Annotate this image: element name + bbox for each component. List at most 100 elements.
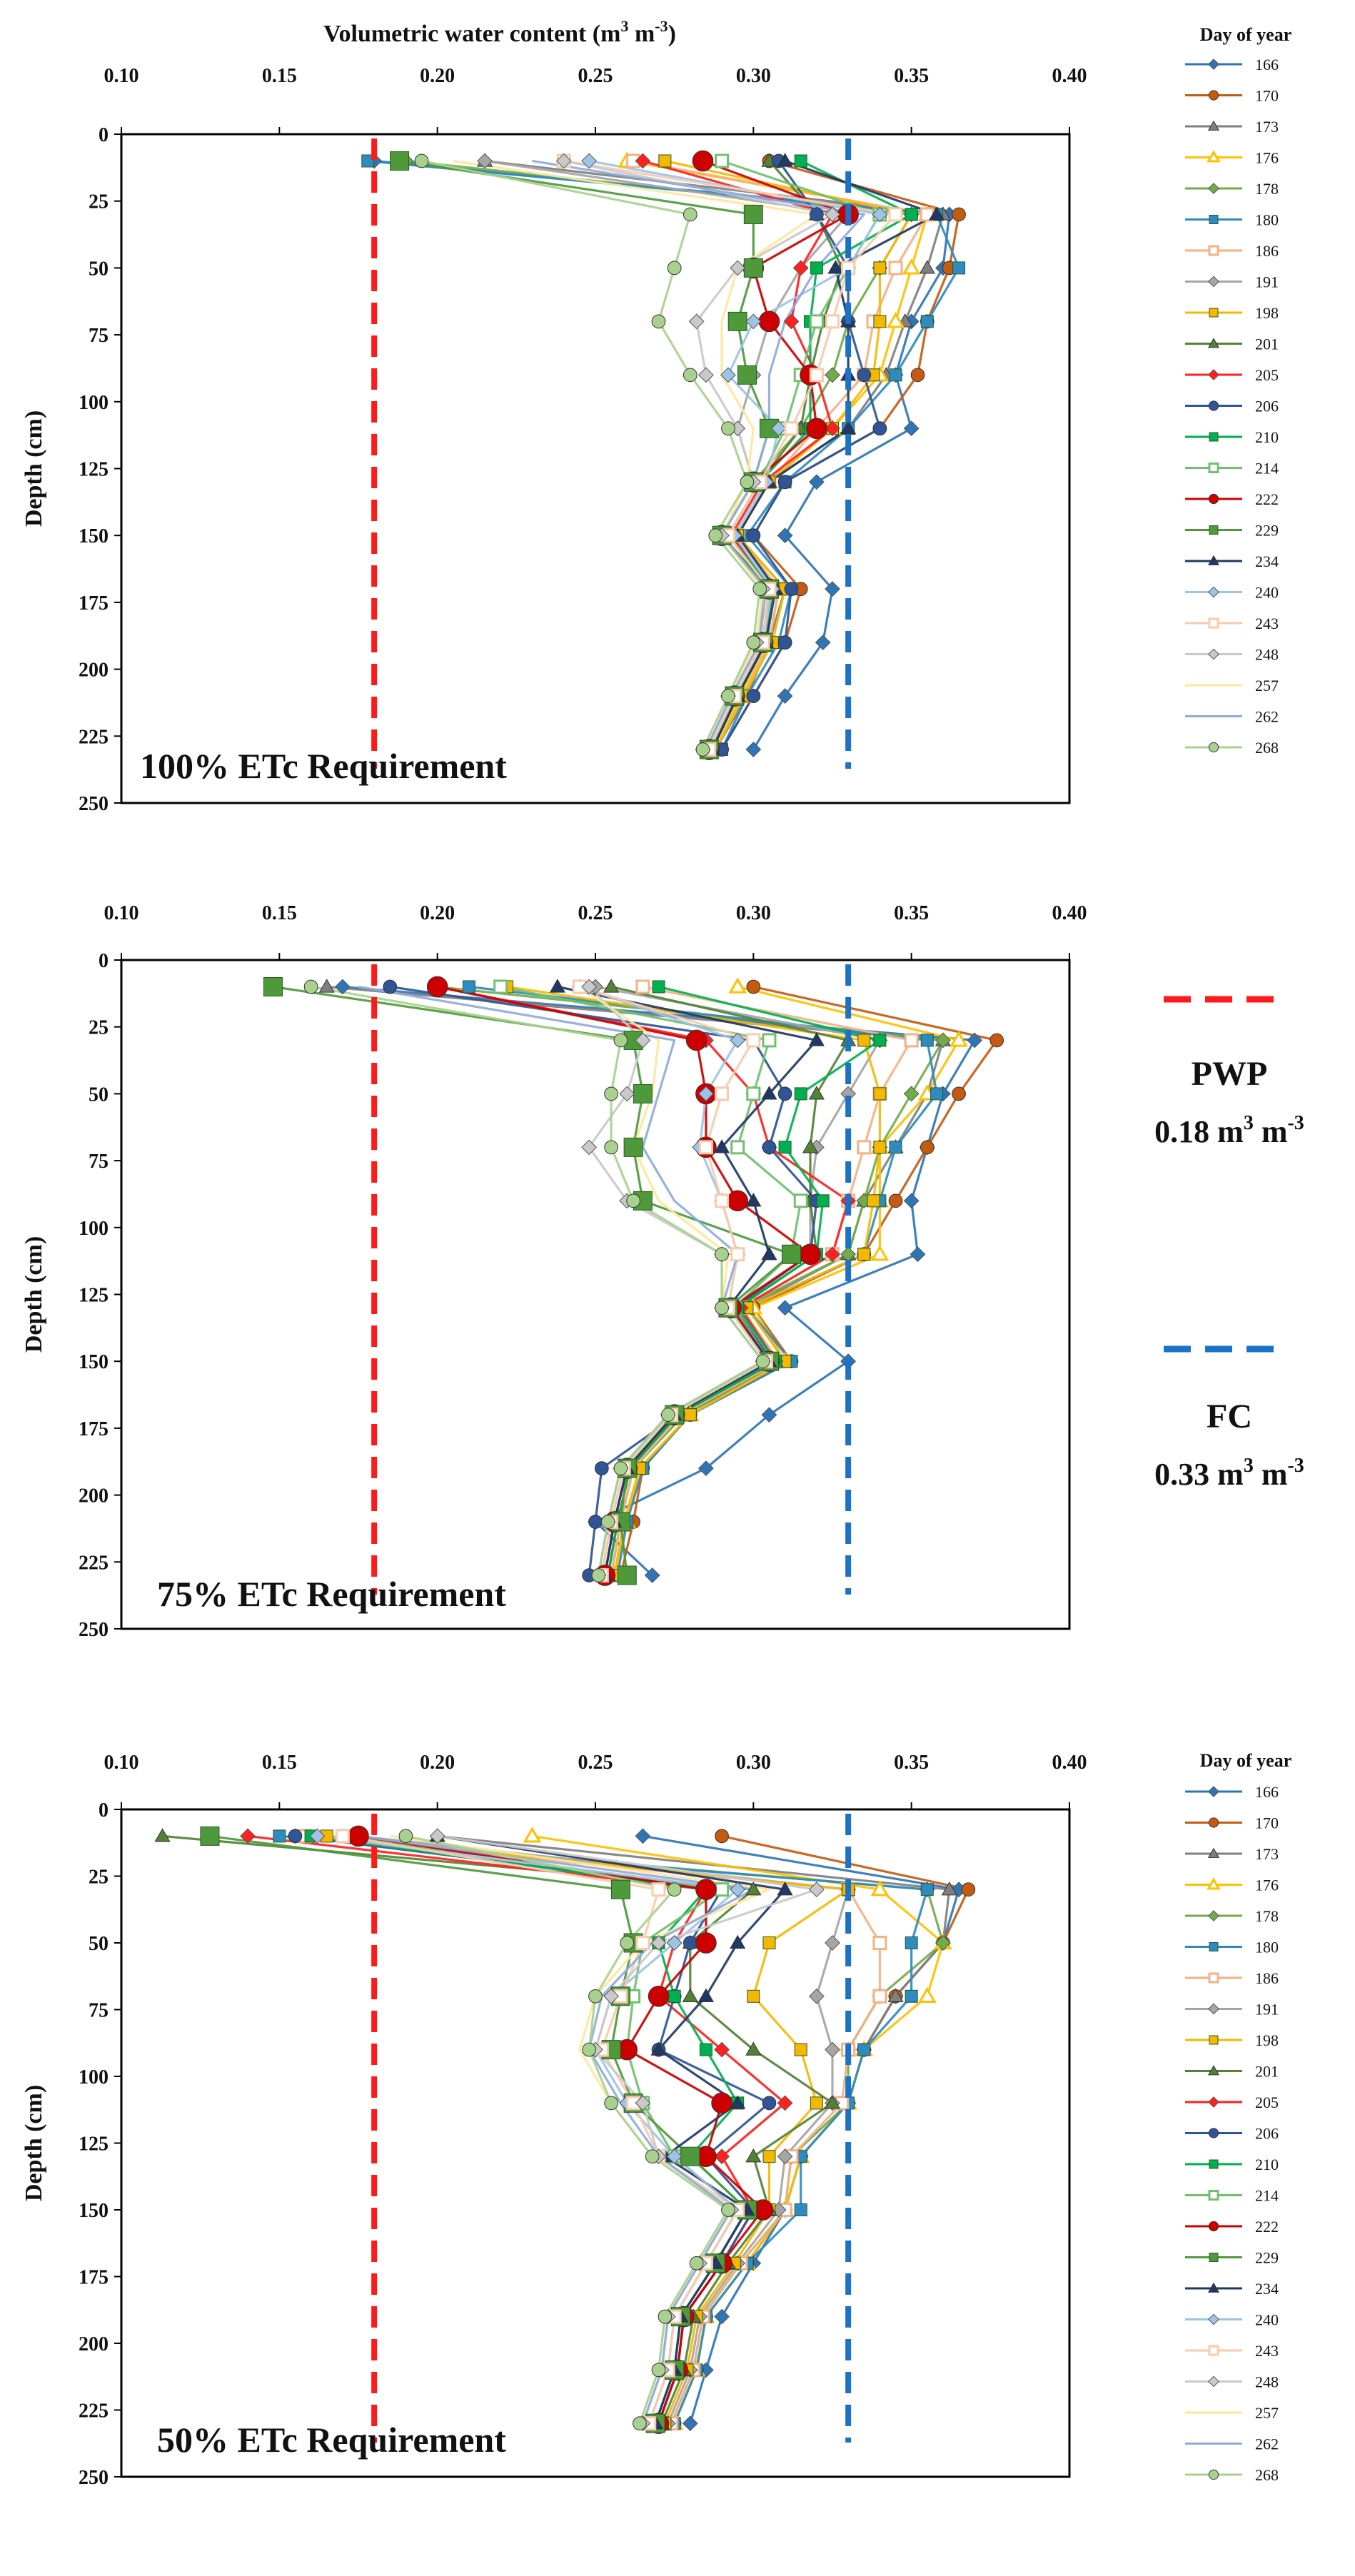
data-point-206 [784, 582, 799, 597]
data-point-205 [825, 1246, 840, 1263]
data-point-234 [730, 1934, 746, 1949]
series-line-229 [399, 159, 771, 750]
legend-marker-180 [1209, 1942, 1219, 1951]
data-point-222 [711, 2092, 732, 2114]
data-point-206 [588, 1515, 603, 1529]
data-point-268 [740, 475, 755, 490]
data-point-248 [808, 1882, 825, 1898]
data-point-234 [650, 2041, 667, 2056]
data-point-268 [398, 1829, 413, 1844]
data-point-240 [730, 1032, 746, 1049]
legend-marker-205 [1208, 2096, 1219, 2108]
legend-marker-191 [1208, 2003, 1219, 2015]
series-line-234 [437, 1834, 787, 2424]
data-point-198 [762, 1936, 776, 1949]
data-point-268 [689, 2256, 704, 2271]
data-point-243 [809, 368, 824, 383]
series-line-268 [311, 985, 765, 1576]
y-tick-label: 100 [79, 392, 109, 414]
data-point-214 [762, 1033, 777, 1048]
data-point-229 [617, 1565, 637, 1585]
data-point-210 [668, 1989, 681, 2003]
data-point-268 [721, 2203, 735, 2217]
legend-marker-229 [1209, 525, 1219, 535]
legend-marker-222 [1208, 2221, 1219, 2232]
data-point-173 [318, 979, 335, 993]
data-point-191 [808, 1988, 825, 2004]
data-point-222 [648, 1986, 670, 2007]
data-point-166 [635, 1828, 651, 1844]
x-tick-label: 0.40 [1052, 65, 1087, 87]
x-tick-label: 0.15 [262, 902, 297, 924]
data-point-206 [810, 207, 824, 222]
y-tick-label: 225 [79, 2400, 109, 2423]
x-tick-label: 0.30 [736, 65, 771, 87]
data-point-166 [777, 688, 793, 704]
data-point-186 [635, 979, 650, 994]
legend-label-205: 205 [1255, 2093, 1279, 2111]
data-point-243 [635, 1936, 650, 1950]
data-point-248 [688, 313, 705, 330]
data-point-214 [715, 153, 730, 168]
legend-marker-186 [1208, 1972, 1219, 1984]
data-point-240 [770, 420, 787, 437]
data-point-234 [714, 1139, 730, 1153]
legend-label-178: 178 [1255, 180, 1279, 198]
legend-marker-210 [1209, 432, 1219, 442]
data-point-268 [604, 1140, 618, 1155]
data-point-214 [793, 1193, 808, 1208]
data-point-191 [777, 2148, 793, 2165]
data-point-176 [949, 1031, 968, 1047]
y-tick-label: 175 [79, 1418, 109, 1440]
data-point-243 [715, 1086, 730, 1101]
legend-marker-234 [1207, 2282, 1220, 2293]
data-point-234 [777, 153, 793, 167]
data-point-229 [623, 1137, 643, 1157]
data-point-229 [390, 151, 410, 171]
legend-label-234: 234 [1255, 2280, 1279, 2298]
data-point-166 [910, 1246, 926, 1263]
data-point-166 [808, 474, 825, 490]
y-tick-label: 100 [79, 2066, 109, 2088]
data-point-268 [682, 368, 697, 383]
y-tick-label: 200 [79, 660, 109, 682]
data-point-198 [810, 2096, 823, 2110]
legend-label-191: 191 [1255, 273, 1279, 291]
legend-marker-178 [1208, 1910, 1219, 1921]
data-point-234 [697, 1988, 714, 2002]
data-point-205 [240, 1828, 256, 1844]
data-point-166 [714, 2308, 730, 2325]
data-point-180 [857, 2043, 871, 2056]
data-point-173 [941, 1881, 957, 1896]
series-line-166 [342, 985, 976, 1577]
data-point-205 [783, 313, 800, 330]
x-tick-label: 0.25 [578, 902, 613, 924]
legend-label-268: 268 [1255, 739, 1279, 757]
x-tick-label: 0.25 [578, 65, 613, 87]
data-point-170 [920, 1140, 935, 1155]
series-line-178 [406, 159, 913, 750]
data-point-229 [743, 204, 763, 224]
data-point-268 [613, 1461, 628, 1475]
data-point-166 [903, 420, 920, 437]
series-line-180 [279, 1834, 929, 2424]
x-tick-label: 0.10 [104, 65, 139, 87]
y-tick-label: 125 [79, 459, 109, 481]
data-point-248 [698, 367, 714, 383]
data-point-166 [777, 527, 793, 544]
data-point-222 [685, 1029, 707, 1051]
legend-marker-240 [1208, 2313, 1219, 2325]
data-point-180 [889, 368, 902, 382]
data-point-205 [635, 153, 651, 169]
legend-title: Day of year [1200, 24, 1292, 45]
x-tick-label: 0.20 [420, 65, 455, 87]
panel-label: 50% ETc Requirement [157, 2420, 506, 2460]
y-tick-label: 75 [89, 325, 109, 347]
pwp-key-name: PWP [1192, 1055, 1268, 1093]
x-tick-label: 0.25 [578, 1752, 613, 1774]
data-point-166 [745, 742, 762, 757]
data-point-214 [730, 1140, 745, 1155]
data-point-210 [905, 208, 918, 221]
data-point-170 [746, 979, 761, 994]
legend-label-176: 176 [1255, 1877, 1279, 1894]
